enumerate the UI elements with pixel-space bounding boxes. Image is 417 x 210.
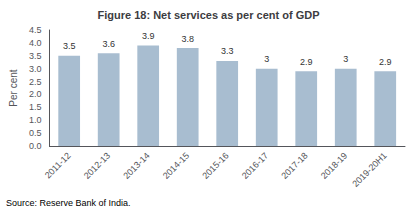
svg-text:2013-14: 2013-14: [121, 150, 151, 180]
svg-text:0.5: 0.5: [29, 128, 42, 138]
svg-text:0.0: 0.0: [29, 141, 42, 151]
svg-text:2.5: 2.5: [29, 77, 42, 87]
svg-text:2016-17: 2016-17: [240, 150, 270, 180]
svg-text:2015-16: 2015-16: [200, 150, 230, 180]
svg-text:3: 3: [343, 54, 348, 64]
svg-text:3.6: 3.6: [102, 39, 115, 49]
svg-text:3.5: 3.5: [29, 51, 42, 61]
svg-text:2019-20H1: 2019-20H1: [350, 150, 389, 189]
svg-text:1.5: 1.5: [29, 102, 42, 112]
svg-text:Source: Reserve Bank of India.: Source: Reserve Bank of India.: [6, 198, 131, 208]
svg-text:2.9: 2.9: [379, 57, 392, 67]
svg-text:3: 3: [264, 54, 269, 64]
svg-text:3.9: 3.9: [142, 31, 155, 41]
svg-text:3.3: 3.3: [221, 46, 234, 56]
svg-text:3.0: 3.0: [29, 64, 42, 74]
svg-text:2011-12: 2011-12: [43, 150, 73, 180]
svg-text:2018-19: 2018-19: [319, 150, 349, 180]
svg-text:3.5: 3.5: [63, 41, 76, 51]
svg-text:2.9: 2.9: [300, 57, 313, 67]
svg-text:2.0: 2.0: [29, 89, 42, 99]
svg-text:Figure 18: Net services as per: Figure 18: Net services as per cent of G…: [98, 9, 320, 21]
svg-text:1.0: 1.0: [29, 115, 42, 125]
svg-text:Per cent: Per cent: [8, 69, 19, 106]
svg-text:2017-18: 2017-18: [279, 150, 309, 180]
svg-text:2012-13: 2012-13: [82, 150, 112, 180]
svg-text:4.5: 4.5: [29, 25, 42, 35]
svg-text:2014-15: 2014-15: [161, 150, 191, 180]
svg-text:4.0: 4.0: [29, 38, 42, 48]
svg-text:3.8: 3.8: [181, 34, 194, 44]
